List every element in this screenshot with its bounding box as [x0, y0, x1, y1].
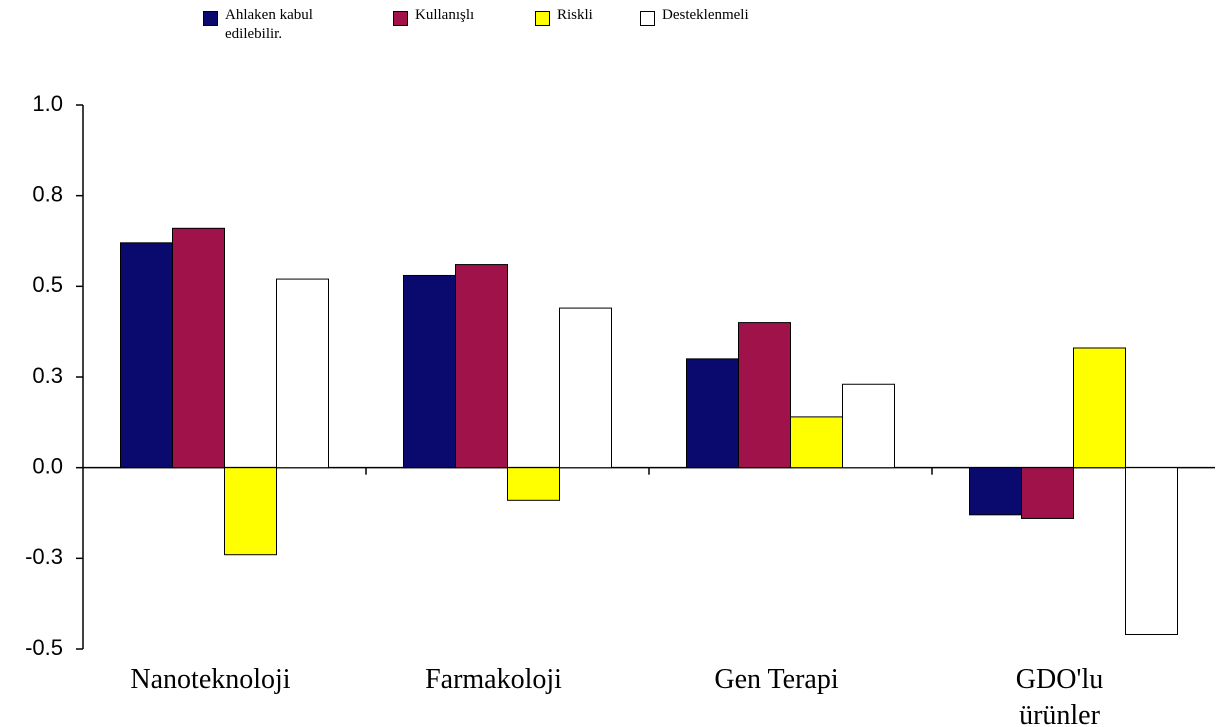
bar — [1021, 467, 1074, 519]
legend-swatch — [203, 11, 218, 26]
legend-swatch — [640, 11, 655, 26]
x-tick-label: Gen Terapi — [714, 664, 839, 695]
y-tick-label: 1.0 — [32, 91, 63, 116]
y-tick-label: 0.3 — [32, 363, 63, 388]
bar — [686, 358, 739, 469]
legend-label: Ahlaken kabul edilebilir. — [225, 7, 313, 42]
bar — [790, 416, 843, 469]
legend-label: Kullanışlı — [415, 7, 475, 23]
y-tick-label: -0.5 — [25, 635, 63, 660]
legend-label: Desteklenmeli — [662, 7, 749, 23]
x-tick-label: Farmakoloji — [425, 664, 562, 695]
bar — [559, 307, 612, 469]
bar — [738, 322, 791, 469]
bar — [403, 274, 456, 469]
y-tick-label: 0.8 — [32, 181, 63, 206]
x-tick-label: Nanoteknoloji — [130, 664, 291, 695]
bar — [1073, 347, 1126, 469]
y-tick-label: -0.3 — [25, 544, 63, 569]
legend-swatch — [535, 11, 550, 26]
bar — [842, 383, 895, 469]
legend-swatch — [393, 11, 408, 26]
y-tick-label: 0.0 — [32, 453, 63, 478]
bar — [507, 467, 560, 501]
bar — [120, 242, 173, 469]
bar — [172, 227, 225, 469]
legend-label: Riskli — [557, 7, 593, 23]
bar — [276, 278, 329, 469]
bar — [1125, 467, 1178, 635]
bar — [969, 467, 1022, 516]
x-tick-label: GDO'lu ürünler — [1015, 664, 1104, 727]
bar — [455, 264, 508, 469]
y-tick-label: 0.5 — [32, 272, 63, 297]
bar — [224, 467, 277, 556]
